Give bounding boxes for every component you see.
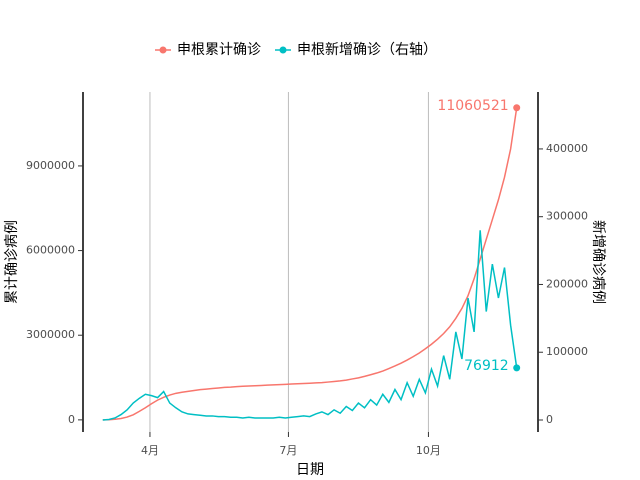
y-tick-label: 0 bbox=[68, 413, 75, 426]
y-tick-label: 9000000 bbox=[26, 159, 75, 172]
y2-tick-label: 100000 bbox=[546, 345, 588, 358]
x-tick-label: 4月 bbox=[141, 444, 159, 457]
y-tick-label: 6000000 bbox=[26, 244, 75, 257]
y-tick-label: 3000000 bbox=[26, 328, 75, 341]
y2-tick-label: 400000 bbox=[546, 142, 588, 155]
legend-key-point bbox=[159, 46, 167, 54]
x-axis-label: 日期 bbox=[296, 462, 324, 478]
x-tick-label: 10月 bbox=[416, 444, 441, 457]
x-tick-label: 7月 bbox=[279, 444, 297, 457]
legend-key-point bbox=[279, 46, 287, 54]
end-label: 11060521 bbox=[437, 98, 508, 114]
y2-axis-label: 新增确诊病例 bbox=[590, 220, 606, 304]
series-line bbox=[102, 230, 518, 421]
series-line bbox=[102, 107, 518, 421]
legend-label: 申根新增确诊（右轴） bbox=[297, 42, 437, 58]
y2-tick-label: 0 bbox=[546, 413, 553, 426]
y2-tick-label: 200000 bbox=[546, 277, 588, 290]
y-axis-label: 累计确诊病例 bbox=[4, 220, 20, 304]
end-point bbox=[513, 104, 521, 112]
legend-label: 申根累计确诊 bbox=[177, 42, 261, 58]
end-point bbox=[513, 364, 521, 372]
y2-tick-label: 300000 bbox=[546, 210, 588, 223]
end-label: 76912 bbox=[464, 358, 509, 374]
